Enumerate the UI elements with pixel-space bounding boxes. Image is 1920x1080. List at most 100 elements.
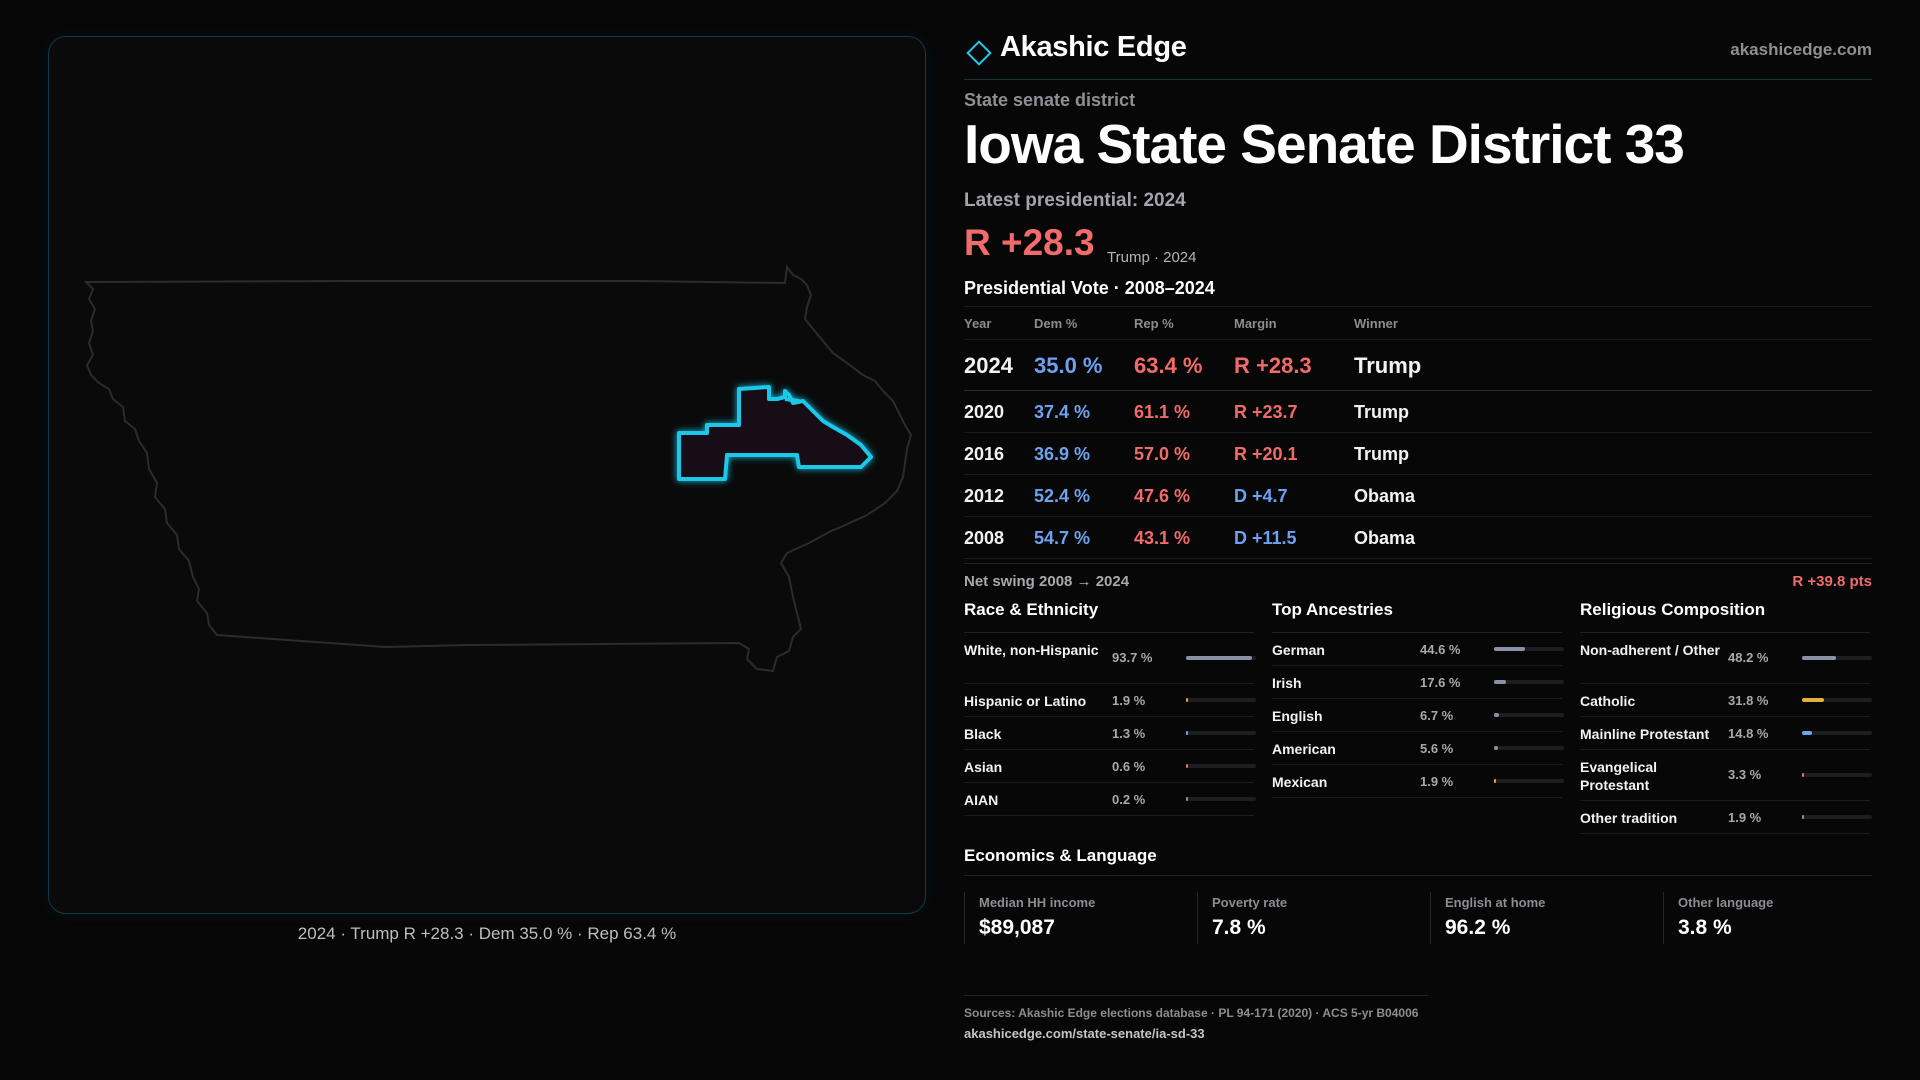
sources-note: Sources: Akashic Edge elections database… [964, 1006, 1419, 1020]
stat-label: Poverty rate [1212, 895, 1288, 910]
race-bar-fill [1186, 797, 1188, 801]
ancestry-bar [1494, 680, 1564, 684]
religion-row: Catholic 31.8 % [1580, 684, 1872, 717]
rep-share-cell: 57.0 % [1134, 444, 1191, 464]
ancestry-label: Mexican [1272, 774, 1328, 790]
rep-share-cell: 63.4 % [1134, 353, 1203, 378]
dem-share-cell: 35.0 % [1034, 353, 1103, 378]
religion-value: 14.8 % [1728, 726, 1769, 741]
ancestry-label: German [1272, 642, 1325, 658]
stat-english-at-home: English at home 96.2 % [1430, 892, 1643, 944]
column-header-margin: Margin [1234, 316, 1277, 331]
ancestry-row: Mexican 1.9 % [1272, 765, 1564, 798]
religion-bar-fill [1802, 656, 1836, 660]
ancestry-section: Top Ancestries German 44.6 % Irish 17.6 … [1272, 600, 1564, 798]
race-row: AIAN 0.2 % [964, 783, 1256, 816]
religion-row: Non-adherent / Other 48.2 % [1580, 633, 1872, 684]
race-label: White, non-Hispanic [964, 642, 1099, 658]
race-row: White, non-Hispanic 93.7 % [964, 633, 1256, 684]
religion-label: Evangelical Protestant [1580, 759, 1658, 793]
stat-other-language: Other language 3.8 % [1663, 892, 1876, 944]
stat-label: English at home [1445, 895, 1546, 910]
race-label: Asian [964, 759, 1003, 775]
winner-cell: Obama [1354, 486, 1416, 506]
table-row[interactable]: 2016 36.9 % 57.0 % R +20.1 Trump [964, 433, 1872, 475]
stat-label: Other language [1678, 895, 1774, 910]
ancestry-value: 5.6 % [1420, 741, 1454, 756]
race-bar [1186, 797, 1256, 801]
latest-presidential-label: Latest presidential: 2024 [964, 190, 1186, 211]
ancestry-bar-fill [1494, 647, 1525, 651]
race-row: Hispanic or Latino 1.9 % [964, 684, 1256, 717]
ancestry-row: German 44.6 % [1272, 633, 1564, 666]
economics-heading: Economics & Language [964, 846, 1157, 865]
district-33-shape[interactable] [677, 385, 873, 481]
religion-row: Other tradition 1.9 % [1580, 801, 1872, 834]
ancestry-bar [1494, 746, 1564, 750]
religion-bar [1802, 731, 1872, 735]
dem-share-cell: 52.4 % [1034, 486, 1091, 506]
year-cell: 2020 [964, 402, 1005, 422]
ancestry-bar-fill [1494, 680, 1506, 684]
religion-value: 1.9 % [1728, 810, 1762, 825]
religion-label: Other tradition [1580, 810, 1678, 826]
net-swing-value: R +39.8 pts [1792, 573, 1872, 590]
map-caption: 2024 · Trump R +28.3 · Dem 35.0 % · Rep … [297, 924, 677, 943]
dem-share-cell: 36.9 % [1034, 444, 1091, 464]
ancestry-row: English 6.7 % [1272, 699, 1564, 732]
margin-cell: R +23.7 [1234, 402, 1298, 422]
stat-value: 3.8 % [1678, 916, 1732, 939]
race-value: 1.3 % [1112, 726, 1146, 741]
race-bar [1186, 764, 1256, 768]
stat-value: 96.2 % [1445, 916, 1511, 939]
table-row[interactable]: 2008 54.7 % 43.1 % D +11.5 Obama [964, 517, 1872, 559]
ancestry-value: 17.6 % [1420, 675, 1461, 690]
table-row[interactable]: 2024 35.0 % 63.4 % R +28.3 Trump [964, 340, 1872, 391]
ancestry-heading: Top Ancestries [1272, 600, 1562, 633]
race-bar-fill [1186, 698, 1188, 702]
rep-share-cell: 61.1 % [1134, 402, 1191, 422]
religion-value: 31.8 % [1728, 693, 1769, 708]
canonical-url-link[interactable]: akashicedge.com/state-senate/ia-sd-33 [964, 1026, 1205, 1041]
column-header-rep: Rep % [1134, 316, 1174, 331]
footer-divider [964, 995, 1428, 996]
religion-value: 3.3 % [1728, 767, 1762, 782]
religion-bar-fill [1802, 698, 1824, 702]
religion-row: Mainline Protestant 14.8 % [1580, 717, 1872, 750]
page-title: Iowa State Senate District 33 [964, 113, 1685, 175]
religion-bar [1802, 656, 1872, 660]
winner-cell: Obama [1354, 528, 1416, 548]
district-map[interactable] [48, 36, 926, 914]
stat-value: 7.8 % [1212, 916, 1266, 939]
ancestry-row: Irish 17.6 % [1272, 666, 1564, 699]
ancestry-bar-fill [1494, 746, 1498, 750]
race-value: 0.6 % [1112, 759, 1146, 774]
stat-label: Median HH income [979, 895, 1096, 910]
economics-divider [964, 875, 1872, 876]
religion-label: Catholic [1580, 693, 1636, 709]
religion-bar-fill [1802, 731, 1812, 735]
religion-label: Mainline Protestant [1580, 726, 1710, 742]
race-value: 1.9 % [1112, 693, 1146, 708]
dem-share-cell: 37.4 % [1034, 402, 1091, 422]
table-row[interactable]: 2020 37.4 % 61.1 % R +23.7 Trump [964, 391, 1872, 433]
iowa-state-outline [83, 264, 913, 673]
race-label: Black [964, 726, 1002, 742]
ancestry-bar-fill [1494, 779, 1496, 783]
brand-name[interactable]: Akashic Edge [1000, 31, 1187, 63]
ancestry-label: American [1272, 741, 1336, 757]
race-value: 93.7 % [1112, 650, 1153, 665]
race-ethnicity-section: Race & Ethnicity White, non-Hispanic 93.… [964, 600, 1256, 816]
district-map-svg [83, 264, 913, 673]
dem-share-cell: 54.7 % [1034, 528, 1091, 548]
race-bar [1186, 698, 1256, 702]
race-ethnicity-heading: Race & Ethnicity [964, 600, 1254, 633]
column-header-dem: Dem % [1034, 316, 1078, 331]
ancestry-value: 44.6 % [1420, 642, 1461, 657]
margin-cell: R +28.3 [1234, 353, 1312, 378]
table-header-row: Year Dem % Rep % Margin Winner [964, 306, 1872, 340]
ancestry-bar [1494, 647, 1564, 651]
brand-url-link[interactable]: akashicedge.com [1730, 40, 1872, 59]
stat-value: $89,087 [979, 916, 1055, 939]
table-row[interactable]: 2012 52.4 % 47.6 % D +4.7 Obama [964, 475, 1872, 517]
